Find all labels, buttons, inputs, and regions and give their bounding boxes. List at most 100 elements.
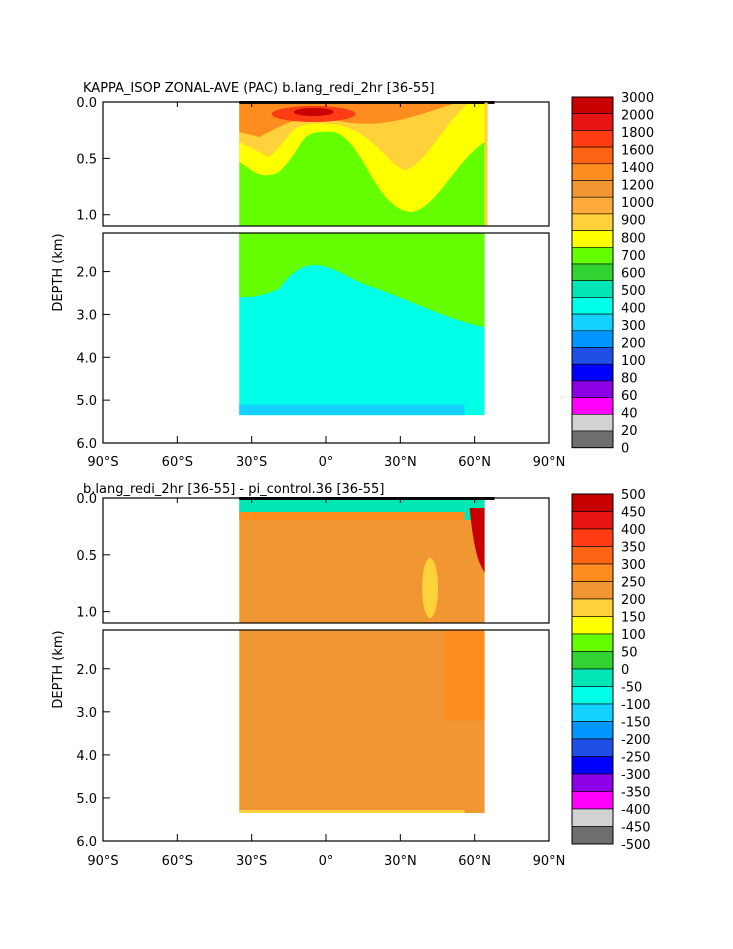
x-tick-label: 30°S xyxy=(236,854,267,869)
x-tick-label: 0° xyxy=(319,455,334,470)
colorbar-label: 100 xyxy=(621,628,646,643)
field-yellow-blob xyxy=(422,558,439,618)
colorbar-swatch xyxy=(571,413,614,432)
colorbar-label: -50 xyxy=(621,681,642,696)
colorbar-swatch xyxy=(571,598,614,617)
colorbar-swatch xyxy=(571,297,614,315)
x-tick-label: 90°N xyxy=(533,854,566,869)
colorbar-label: 2000 xyxy=(621,109,654,124)
colorbar-label: -150 xyxy=(621,716,651,731)
colorbar-label: 300 xyxy=(621,319,646,334)
panel-difference: b.lang_redi_2hr [36-55] - pi_control.36 … xyxy=(51,482,651,869)
colorbar-swatch xyxy=(571,808,614,827)
colorbar-label: 600 xyxy=(621,266,646,281)
upper-field xyxy=(239,101,495,226)
x-tick-label: 30°S xyxy=(236,455,267,470)
colorbar-label: 450 xyxy=(621,506,646,521)
y-tick-label: 1.0 xyxy=(76,209,97,224)
x-tick-label: 60°N xyxy=(458,455,491,470)
colorbar-label: -400 xyxy=(621,803,651,818)
colorbar-swatch xyxy=(571,511,614,530)
colorbar-frame xyxy=(571,96,614,449)
colorbar-swatch xyxy=(571,280,614,298)
colorbar-label: 0 xyxy=(621,663,629,678)
colorbar-label: 800 xyxy=(621,231,646,246)
colorbar-label: -450 xyxy=(621,821,651,836)
colorbar-swatch xyxy=(571,130,614,148)
colorbar-swatch xyxy=(571,230,614,248)
y-tick-label: 6.0 xyxy=(76,835,97,850)
colorbar-swatch xyxy=(571,546,614,565)
y-tick-label: 2.0 xyxy=(76,266,97,281)
colorbar-swatch xyxy=(571,581,614,600)
colorbar-label: 500 xyxy=(621,488,646,503)
chart-title: b.lang_redi_2hr [36-55] - pi_control.36 … xyxy=(83,482,384,497)
field-bottom-blue xyxy=(239,404,465,416)
colorbar-swatch xyxy=(571,686,614,705)
x-tick-label: 90°S xyxy=(87,854,118,869)
y-tick-label: 4.0 xyxy=(76,351,97,366)
colorbar-label: 250 xyxy=(621,576,646,591)
colorbar-swatch xyxy=(571,773,614,792)
y-axis-label: DEPTH (km) xyxy=(51,233,66,311)
colorbar-swatch xyxy=(571,247,614,265)
x-tick-label: 60°S xyxy=(162,854,193,869)
colorbar-label: 1800 xyxy=(621,126,654,141)
colorbar-swatch xyxy=(571,213,614,231)
colorbar-swatch xyxy=(571,163,614,181)
field-bottom-yellow xyxy=(239,810,465,814)
colorbar-label: 150 xyxy=(621,611,646,626)
lower-field xyxy=(239,233,485,416)
colorbar-swatch xyxy=(571,113,614,131)
field-base-lower xyxy=(239,630,485,814)
field-surface-orange xyxy=(239,512,465,520)
y-tick-label: 6.0 xyxy=(76,437,97,452)
colorbar-label: -300 xyxy=(621,768,651,783)
field-lower-orange xyxy=(444,630,485,721)
colorbar-swatch xyxy=(571,563,614,582)
colorbar-label: -200 xyxy=(621,733,651,748)
colorbar-swatch xyxy=(571,196,614,215)
y-tick-label: 2.0 xyxy=(76,663,97,678)
colorbar-label: 100 xyxy=(621,354,646,369)
y-tick-label: 5.0 xyxy=(76,394,97,409)
y-tick-label: 1.0 xyxy=(76,606,97,621)
lower-field xyxy=(239,630,485,814)
colorbar-label: 60 xyxy=(621,389,638,404)
y-tick-label: 4.0 xyxy=(76,749,97,764)
colorbar-swatch xyxy=(571,330,614,348)
colorbar-label: 1400 xyxy=(621,161,654,176)
colorbar-label: 1600 xyxy=(621,144,654,159)
colorbar-label: 700 xyxy=(621,249,646,264)
colorbar-label: 0 xyxy=(621,442,629,457)
y-tick-label: 0.0 xyxy=(76,492,97,507)
colorbar-swatch xyxy=(571,397,614,415)
colorbar-label: 400 xyxy=(621,301,646,316)
colorbar-label: 900 xyxy=(621,214,646,229)
colorbar-label: 20 xyxy=(621,424,638,439)
colorbar-swatch xyxy=(571,668,614,687)
colorbar-swatch xyxy=(571,633,614,652)
colorbar-swatch xyxy=(571,347,614,365)
x-tick-label: 0° xyxy=(319,854,334,869)
colorbar-label: 80 xyxy=(621,372,638,387)
field-edge xyxy=(484,102,488,226)
colorbar-swatch xyxy=(571,380,614,398)
y-tick-label: 3.0 xyxy=(76,308,97,323)
colorbar-swatch xyxy=(571,651,614,670)
colorbar-label: -100 xyxy=(621,698,651,713)
colorbar-swatch xyxy=(571,738,614,757)
colorbar-swatch xyxy=(571,430,614,449)
colorbar-swatch xyxy=(571,826,614,845)
colorbar-label: -500 xyxy=(621,838,651,853)
colorbar-swatch xyxy=(571,616,614,635)
colorbar-label: 3000 xyxy=(621,91,654,106)
colorbar-swatch xyxy=(571,528,614,547)
y-axis-label: DEPTH (km) xyxy=(51,630,66,708)
colorbar-label: 350 xyxy=(621,541,646,556)
colorbar-label: -250 xyxy=(621,751,651,766)
colorbar-swatch xyxy=(571,263,614,282)
upper-field xyxy=(239,497,495,623)
panel-kappa-isop: KAPPA_ISOP ZONAL-AVE (PAC) b.lang_redi_2… xyxy=(51,81,654,470)
